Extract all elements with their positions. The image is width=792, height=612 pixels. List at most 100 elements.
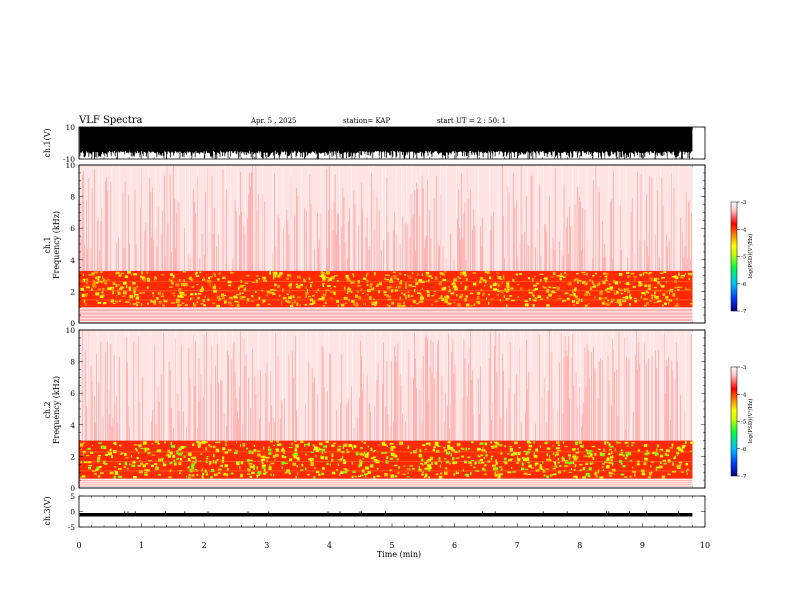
ch3-waveform-frame (78, 495, 706, 528)
ch1-spectrogram-hot-pixel (394, 289, 398, 292)
ch1-spectrogram-hot-pixel (506, 304, 508, 308)
ch2-spectrogram-hot-pixel (263, 468, 266, 472)
x-tick-label: 7 (515, 541, 520, 550)
ch2-spectrogram-hot-pixel (585, 449, 588, 452)
ch2-spectrogram-hot-pixel (310, 463, 314, 466)
ch1-spectrogram-hot-pixel (661, 304, 664, 307)
ch1-spectrogram-hot-pixel (645, 290, 648, 293)
ch2-spectrogram-hot-pixel (590, 463, 593, 465)
ch1-spectrogram-hot-pixel (222, 296, 225, 299)
ch1-spectrogram-hot-pixel (190, 297, 192, 301)
ch2-spectrogram-hot-pixel (564, 460, 568, 464)
ch2-spectrogram-hot-pixel (521, 456, 525, 460)
ch1-spectrogram-hot-pixel (482, 279, 486, 282)
ch1-spectrogram-hot-pixel (602, 301, 605, 305)
ch2-spectrogram-hot-pixel (94, 473, 97, 475)
ch2-spectrogram-hot-pixel (648, 451, 650, 455)
ch2-spectrogram-hot-pixel (171, 444, 175, 448)
ch2-spectrogram-hot-pixel (341, 455, 344, 459)
ch1-spectrogram-hot-pixel (480, 288, 483, 292)
ch2-spectrogram-hot-pixel (151, 454, 156, 456)
ch2-spectrogram-hot-pixel (612, 468, 616, 472)
ch1-spectrogram-hot-pixel (533, 294, 535, 298)
ch1-spectrogram-hot-pixel (193, 302, 195, 306)
ch2-spectrogram-hot-pixel (438, 475, 443, 480)
ch2-spectrogram-hot-pixel (447, 446, 451, 450)
ch2-spectrogram-hot-pixel (654, 451, 658, 455)
ch1-spectrogram-hot-pixel (376, 285, 379, 287)
ch2-colorbar-tick-label: -7 (741, 474, 747, 480)
ch2-spectrogram-hot-pixel (381, 442, 385, 446)
ch1-spectrogram-hot-pixel (185, 294, 187, 297)
ch1-spectrogram-hot-pixel (497, 283, 501, 287)
ch1-spectrogram-hot-pixel (129, 295, 134, 299)
ch2-spectrogram-hot-pixel (620, 449, 623, 452)
ch2-spectrogram-hot-pixel (293, 455, 298, 457)
ch2-spectrogram-hot-pixel (650, 461, 655, 463)
ch1-spectrogram-hot-pixel (197, 293, 202, 295)
ch2-spectrogram-hot-pixel (606, 465, 610, 469)
ch1-spectrogram-hot-pixel (419, 296, 424, 299)
ch1-spectrogram-hot-pixel (82, 278, 86, 281)
ch2-spectrogram-hot-pixel (145, 462, 149, 465)
ch1-spectrogram-hot-pixel (520, 287, 523, 290)
ch1-spectrogram-hot-pixel (98, 275, 100, 280)
ch1-spectrogram-hot-pixel (644, 284, 648, 287)
ch2-spectrogram-hot-pixel (118, 467, 122, 470)
ch2-spectrogram-hot-pixel (523, 450, 527, 452)
ch2-spectrogram-hot-pixel (433, 450, 435, 452)
date-label: Apr. 5 , 2025 (250, 117, 297, 125)
ch1-spectrogram-hot-pixel (387, 274, 390, 276)
ch2-spectrogram-hot-pixel (338, 473, 341, 476)
ch2-spectrogram-hot-pixel (666, 454, 669, 457)
ch2-spectrogram-hot-pixel (608, 462, 613, 464)
ch1-spectrogram-hot-pixel (665, 280, 668, 284)
ch2-spectrogram-hot-pixel (648, 472, 653, 474)
ch2-spectrogram-hot-pixel (372, 450, 376, 453)
ch1-spectrogram-hot-pixel (524, 300, 528, 302)
ch2-spectrogram-hot-pixel (362, 453, 364, 456)
ch1-spectrogram-hot-pixel (462, 271, 467, 275)
ch2-spectrogram-hot-pixel (622, 465, 626, 468)
ch2-spectrogram-hot-pixel (479, 442, 484, 445)
ch1-spectrogram-hot-pixel (289, 286, 292, 289)
ch2-spectrogram-hot-pixel (421, 473, 424, 476)
ch2-spectrogram-hot-pixel (203, 441, 208, 443)
ch1-spectrogram-hot-pixel (208, 276, 210, 280)
ch1-spectrogram-hot-pixel (322, 305, 326, 307)
ch1-spectrogram-hot-pixel (142, 276, 145, 279)
ch2-spectrogram-hot-pixel (359, 459, 362, 463)
ch1-spectrogram-hot-pixel (447, 302, 452, 305)
ch1-spectrogram-hot-pixel (178, 278, 181, 282)
ch2-spectrogram-hot-pixel (444, 449, 446, 453)
ch1-spectrogram-hot-pixel (459, 277, 462, 279)
ch2-spectrogram-hot-pixel (178, 461, 182, 465)
ch1-spectrogram-hot-pixel (355, 302, 358, 304)
ch2-spectrogram-hot-pixel (111, 455, 113, 459)
ch1-spectrogram-hot-pixel (540, 298, 543, 300)
ch1-spectrogram-hot-pixel (366, 272, 369, 276)
ch2-spectrogram-hot-pixel (419, 463, 423, 465)
ch2-spectrogram-hot-pixel (424, 468, 427, 470)
ch2-spectrogram-hot-pixel (178, 449, 181, 451)
ch2-spectrogram-hot-pixel (578, 440, 582, 444)
ch2-spectrogram-hot-pixel (549, 474, 553, 477)
ch1-spectrogram-intense-band (79, 270, 693, 308)
ch1-spectrogram-hot-pixel (374, 303, 377, 307)
ch1-spectrogram-hot-pixel (399, 281, 403, 285)
ch1-spectrogram-hot-pixel (194, 273, 198, 276)
ch1-spectrogram-hot-pixel (366, 284, 369, 286)
ch1-spectrogram-hot-pixel (386, 304, 389, 306)
ch1-spectrogram-hot-pixel (242, 295, 246, 299)
ch2-spectrogram-gaps (80, 331, 693, 441)
ch1-colorbar-tick-label: -7 (741, 309, 747, 315)
ch1-spectrogram-hot-pixel (120, 272, 124, 274)
ch2-spectrogram-hot-pixel (686, 468, 689, 471)
ch2-spectrogram-hot-pixel (235, 461, 240, 464)
ch1-spectrogram-hot-pixel (505, 298, 509, 301)
ch1-colorbar-tick-label: -4 (741, 227, 747, 233)
ch2-spectrogram-hot-pixel (308, 458, 311, 461)
ch1-spectrogram-hot-pixel (132, 287, 137, 291)
ch1-spectrogram-hot-pixel (584, 304, 588, 308)
